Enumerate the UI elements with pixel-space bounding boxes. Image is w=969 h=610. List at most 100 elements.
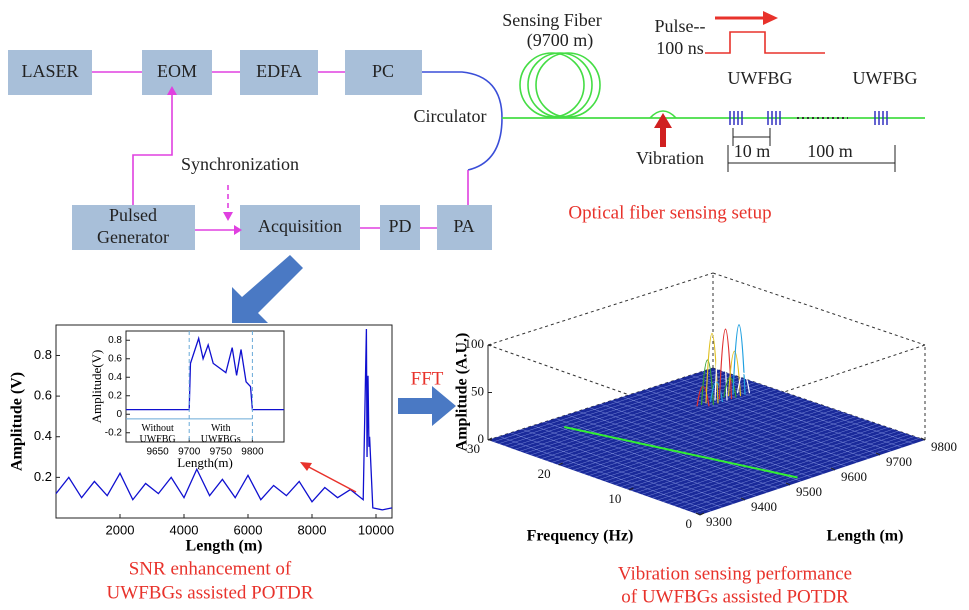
arrow [232,255,303,323]
vibration-bump [649,110,677,119]
x-tick-label: 8000 [298,522,327,537]
mesh [622,396,836,471]
region-divider [188,331,253,442]
x-tick-label: 9500 [796,484,822,499]
vibration-arrow [654,113,672,147]
mesh [634,393,847,467]
y-axis-label: Amplitude (V) [9,372,26,471]
mesh [667,382,881,456]
setup: LASER EOM EDFA PC Acquisition PD PA Puls… [8,10,925,250]
y-tick-label: 0.4 [108,372,122,383]
peak [736,372,751,394]
mesh [544,421,757,497]
pulse-label: Pulse-- [655,16,706,36]
mesh [566,414,779,489]
uwfbg-label: UWFBG [727,68,792,88]
y-axis-label: Frequency (Hz) [527,528,634,545]
mesh [555,418,768,493]
box [380,205,420,250]
box [240,205,360,250]
x-tick-label: 9400 [751,499,777,514]
z-axis-label: Amplitude (A.U.) [454,333,471,452]
box [345,50,422,95]
sync-label: Synchronization [181,154,299,174]
mesh [600,403,813,478]
x-tick [740,497,746,501]
trace [126,335,284,411]
mesh [679,378,892,452]
y-tick-label: 0.8 [34,347,52,362]
box-label: Acquisition [258,216,342,236]
box-label: PC [372,61,394,81]
fiber-label: (9700 m) [527,30,594,51]
caption: UWFBGs assisted POTDR [107,582,314,603]
fiber-coil [519,52,601,118]
pointer [304,464,357,493]
box-label: Generator [97,227,169,247]
x-tick [830,467,836,471]
y-axis-label: Amplitude(V) [89,350,104,424]
y-tick-label: -0.2 [105,427,123,438]
x-tick [875,452,881,456]
pointer-head [300,462,312,471]
mesh [510,432,723,508]
box [142,50,212,95]
grating [729,111,888,125]
box-label: EDFA [256,61,302,81]
dimension [727,128,896,172]
x-tick-label: 10000 [358,522,394,537]
x-tick-label: 9700 [178,447,201,458]
mesh [611,400,824,474]
y-tick-label: 0 [116,409,122,420]
x-tick-label: 9300 [706,514,732,529]
spacing-label: 10 m [734,141,771,161]
caption: SNR enhancement of [129,558,292,579]
fiber-label: Sensing Fiber [502,10,602,30]
box [72,205,195,250]
y-tick-label: 0.2 [108,390,122,401]
y-tick [699,512,705,516]
y-tick [629,487,634,491]
surface-chart: 0 50 100 0 10 20 30 9300 9400 9500 9600 9700 9800 Amp… [454,272,957,545]
y-tick-label: 0.8 [108,335,122,346]
pulse-label: 100 ns [656,38,704,58]
surface [488,368,925,515]
connector [92,71,437,231]
box [240,50,318,95]
trace-chart: 2000 4000 6000 8000 10000 0.2 0.4 0.6 0.8 Length … [9,324,394,554]
box-label: LASER [21,61,78,81]
region-label: With [211,423,231,434]
mesh [656,385,869,459]
x-tick-label: 6000 [234,522,263,537]
y-tick [487,437,493,441]
spacing-label: 100 m [807,141,853,161]
y-tick-label: 0.4 [34,428,52,443]
vibration-line [564,426,798,479]
region-label: UWFBGs [201,434,241,445]
mesh [532,425,746,501]
box [437,205,492,250]
y-tick-label: 20 [538,466,551,481]
uwfbg-label: UWFBG [852,68,917,88]
region-label: Without [141,423,174,434]
vibration-label: Vibration [636,148,704,168]
trace [55,329,393,511]
z-tick-label: 100 [465,336,485,351]
y-tick-label: 0 [686,516,693,531]
x-axis-label: Length(m) [177,455,233,470]
peak [700,359,715,405]
arrow [398,386,456,426]
x-tick-label: 9700 [886,454,912,469]
pulse-arrow [763,11,778,25]
x-tick-label: 9600 [841,469,867,484]
x-axis-label: Length (m) [827,528,904,545]
y-tick-label: 30 [467,441,480,456]
box [8,50,92,95]
box-label: EOM [157,61,197,81]
circulator [422,71,503,171]
y-tick-label: 0.6 [34,388,52,403]
peak [732,324,746,395]
x-tick-label: 9650 [146,447,169,458]
y-tick-label: 10 [608,491,621,506]
